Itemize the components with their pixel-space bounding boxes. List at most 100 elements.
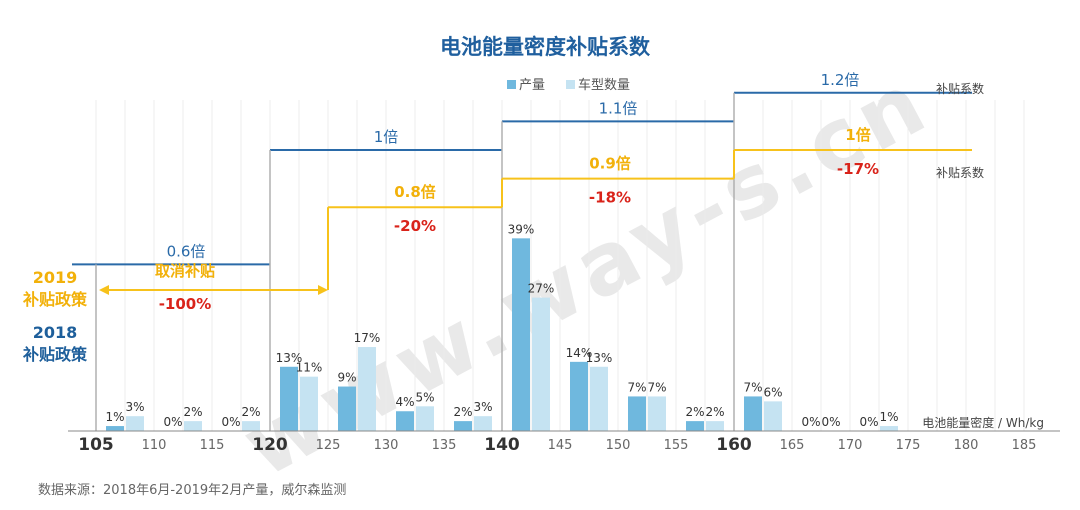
x-axis: 105 110 115 120 125 130 135 140 145 150 155 160 165 1… — [68, 430, 1060, 455]
bar-output — [570, 361, 588, 431]
bar-label-output: 7% — [743, 380, 762, 394]
bar-output — [280, 366, 298, 431]
x-tick-label: 140 — [484, 435, 520, 455]
bar-models — [532, 297, 550, 431]
policy-2018-label: 1倍 — [374, 128, 399, 146]
x-tick-label: 160 — [716, 435, 752, 455]
bar-label-output: 14% — [566, 346, 593, 360]
bar-label-output: 7% — [627, 380, 646, 394]
policy-2019-label: 取消补贴 — [155, 262, 215, 280]
x-tick-label: 110 — [142, 438, 167, 453]
bar-output — [106, 426, 124, 431]
x-tick-label: 175 — [896, 438, 921, 453]
bar-models — [474, 416, 492, 431]
policy-2019-label: 1倍 — [845, 126, 870, 144]
label-2018-policy: 补贴政策 — [22, 345, 88, 364]
x-tick-label: 125 — [316, 438, 341, 453]
bar-output — [744, 396, 762, 431]
bar-label-models: 11% — [296, 361, 323, 375]
x-tick-label: 165 — [780, 438, 805, 453]
bar-label-output: 2% — [453, 405, 472, 419]
bar-label-models: 2% — [241, 405, 260, 419]
bar-models — [880, 426, 898, 431]
bar-label-models: 13% — [586, 351, 613, 365]
bar-output — [396, 411, 414, 431]
bar-output — [686, 421, 704, 431]
policy-2019-label: 0.8倍 — [394, 183, 436, 201]
bar-label-output: 4% — [395, 395, 414, 409]
legend: 产量 车型数量 — [507, 77, 630, 93]
bar-models — [590, 366, 608, 431]
bar-models — [706, 421, 724, 431]
bar-labels: 1%3%0%2%0%2%13%11%9%17%4% 5%2% 3%39%27%14%… — [105, 222, 898, 429]
policy-2019-change: -20% — [394, 217, 436, 235]
bar-models — [126, 416, 144, 431]
x-axis-title: 电池能量密度 / Wh/kg — [922, 415, 1044, 430]
label-2019-year: 2019 — [33, 268, 78, 287]
bar-label-models: 3% — [473, 400, 492, 414]
x-tick-label: 180 — [954, 438, 979, 453]
bar-label-output: 0% — [801, 415, 820, 429]
bar-label-models: 5% — [415, 390, 434, 404]
bar-models — [242, 421, 260, 431]
bar-models — [184, 421, 202, 431]
source-note: 数据来源：2018年6月-2019年2月产量，威尔森监测 — [38, 483, 346, 498]
policy-steps — [72, 91, 972, 431]
policy-2019-change: -100% — [159, 295, 212, 313]
bar-models — [648, 396, 666, 431]
x-tick-label: 185 — [1012, 438, 1037, 453]
bar-label-output: 13% — [276, 351, 303, 365]
bar-label-output: 39% — [508, 222, 535, 236]
bar-label-output: 0% — [163, 415, 182, 429]
x-tick-label: 115 — [200, 438, 225, 453]
label-2019-policy: 补贴政策 — [22, 290, 88, 309]
label-2018-year: 2018 — [33, 323, 78, 342]
bars — [106, 238, 898, 431]
x-tick-label: 150 — [606, 438, 631, 453]
policy-2018-label: 1.1倍 — [599, 99, 638, 117]
arrow-head-left — [99, 285, 109, 295]
bar-label-output: 9% — [337, 371, 356, 385]
x-tick-label: 120 — [252, 435, 288, 455]
legend-label-output: 产量 — [519, 78, 545, 93]
x-tick-label: 130 — [374, 438, 399, 453]
bar-label-output: 2% — [685, 405, 704, 419]
bar-label-output: 1% — [105, 410, 124, 424]
bar-label-output: 0% — [859, 415, 878, 429]
policy-2018-label: 1.2倍 — [821, 71, 860, 89]
bar-label-models: 2% — [705, 405, 724, 419]
policy-2019-label: 0.9倍 — [589, 155, 631, 173]
x-tick-label: 145 — [548, 438, 573, 453]
bar-models — [358, 347, 376, 431]
bar-models — [300, 376, 318, 431]
arrow-head-right — [318, 285, 328, 295]
bar-output — [628, 396, 646, 431]
legend-label-models: 车型数量 — [578, 77, 630, 93]
x-tick-label: 155 — [664, 438, 689, 453]
x-tick-label: 170 — [838, 438, 863, 453]
bar-output — [338, 386, 356, 431]
x-tick-label: 105 — [78, 435, 114, 455]
policy-2019-change: -18% — [589, 189, 631, 207]
chart-title: 电池能量密度补贴系数 — [440, 35, 651, 59]
bar-output — [512, 238, 530, 431]
bar-output — [454, 421, 472, 431]
bar-label-models: 2% — [183, 405, 202, 419]
bar-label-models: 3% — [125, 400, 144, 414]
bar-label-output: 0% — [221, 415, 240, 429]
bar-label-models: 17% — [354, 331, 381, 345]
coef-note-blue: 补贴系数 — [936, 81, 984, 96]
bar-label-models: 7% — [647, 380, 666, 394]
legend-swatch-models — [566, 80, 575, 89]
policy-2018-label: 0.6倍 — [167, 242, 206, 260]
bar-models — [416, 406, 434, 431]
policy-2019-change: -17% — [837, 160, 879, 178]
bar-models — [764, 401, 782, 431]
bar-label-models: 1% — [879, 410, 898, 424]
bar-label-models: 27% — [528, 282, 555, 296]
bar-label-models: 0% — [821, 415, 840, 429]
legend-swatch-output — [507, 80, 516, 89]
x-tick-label: 135 — [432, 438, 457, 453]
coef-note-yellow: 补贴系数 — [936, 165, 984, 180]
